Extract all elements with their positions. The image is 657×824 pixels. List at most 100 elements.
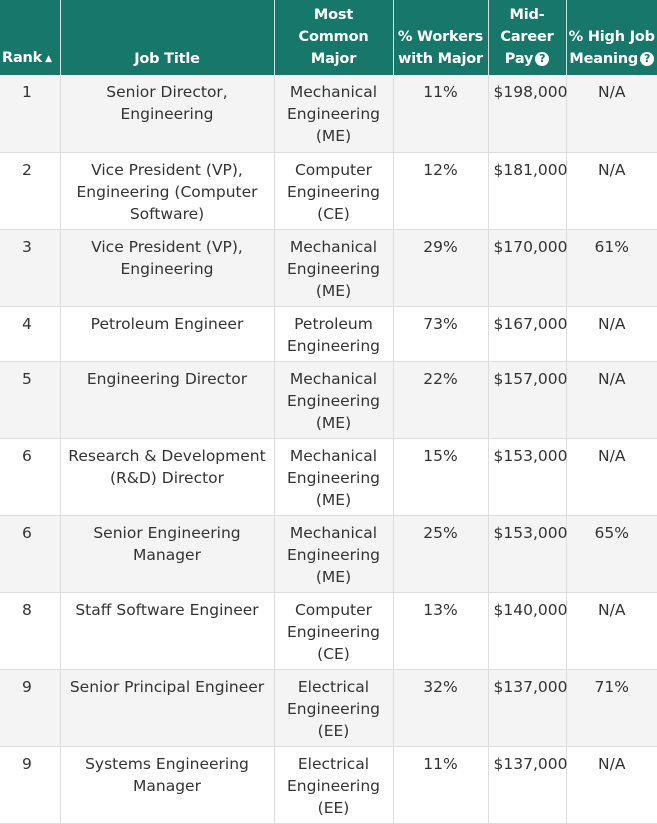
job-title-cell-line: Engineering (Computer <box>76 182 258 201</box>
job-title-cell-line: Research & Development <box>68 446 266 465</box>
job-title-cell-line: Manager <box>133 545 201 564</box>
major-cell-line: Mechanical <box>289 523 378 542</box>
workers-cell: 22% <box>393 361 489 439</box>
rank-cell: 9 <box>0 669 61 747</box>
table-row: 1 Senior Director, Engineering Mechanical En… <box>0 75 657 153</box>
table-row: 9 Systems Engineering Manager Electrical Eng… <box>0 746 657 824</box>
major-cell-line: (ME) <box>315 413 352 432</box>
job-title-cell-line: (R&D) Director <box>109 468 225 487</box>
header-job-title-label: Job Title <box>134 51 200 67</box>
major-cell-line: (ME) <box>315 490 352 509</box>
job-title-cell: Vice President (VP), Engineering <box>60 229 275 307</box>
header-job-title[interactable]: Job Title <box>60 0 275 75</box>
header-major[interactable]: Most Common Major <box>274 0 394 75</box>
rank-cell: 9 <box>0 746 61 824</box>
major-cell-line: (EE) <box>317 721 350 740</box>
major-cell-line: Engineering <box>287 391 380 410</box>
workers-cell: 12% <box>393 152 489 230</box>
meaning-cell: N/A <box>566 75 657 153</box>
job-title-cell: Petroleum Engineer <box>60 306 275 362</box>
help-question-icon[interactable]: ? <box>535 52 550 66</box>
major-cell: Mechanical Engineering (ME) <box>274 75 394 153</box>
job-title-cell-line: Software) <box>129 204 205 223</box>
job-title-cell-line: Staff Software Engineer <box>75 600 259 619</box>
header-row: Rank ▲ Job Title Most Common Major % Worker… <box>0 0 657 75</box>
table-row: 6 Senior Engineering Manager Mechanical Engi… <box>0 515 657 593</box>
job-title-cell-line: Engineering <box>120 259 214 278</box>
header-meaning[interactable]: % High Job Meaning? <box>566 0 657 75</box>
major-cell: Computer Engineering (CE) <box>274 152 394 230</box>
meaning-cell: N/A <box>566 306 657 362</box>
header-major-line: Major <box>310 51 357 67</box>
job-title-cell-line: Vice President (VP), <box>91 160 243 179</box>
workers-cell: 11% <box>393 746 489 824</box>
pay-cell: $181,000 <box>488 152 567 230</box>
job-title-cell-line: Senior Engineering <box>93 523 241 542</box>
header-meaning-line: % High Job <box>568 29 655 45</box>
job-title-cell: Senior Engineering Manager <box>60 515 275 593</box>
major-cell-line: (CE) <box>317 204 350 223</box>
rank-cell: 2 <box>0 152 61 230</box>
pay-cell: $153,000 <box>488 515 567 593</box>
header-major-line: Common <box>298 29 369 45</box>
header-pay-line: Mid- <box>509 7 545 23</box>
pay-cell: $167,000 <box>488 306 567 362</box>
major-cell-line: Engineering <box>287 545 380 564</box>
table-row: 2 Vice President (VP), Engineering (Comput… <box>0 152 657 230</box>
major-cell-line: (CE) <box>317 644 350 663</box>
table-row: 6 Research & Development (R&D) Director Mec… <box>0 438 657 516</box>
job-title-cell: Systems Engineering Manager <box>60 746 275 824</box>
job-title-cell: Research & Development (R&D) Director <box>60 438 275 516</box>
major-cell-line: Computer <box>294 600 373 619</box>
workers-cell: 29% <box>393 229 489 307</box>
table-row: 3 Vice President (VP), Engineering Mechanic… <box>0 229 657 307</box>
header-workers[interactable]: % Workers with Major <box>393 0 489 75</box>
meaning-cell: 61% <box>566 229 657 307</box>
help-question-icon[interactable]: ? <box>640 52 655 66</box>
header-rank[interactable]: Rank ▲ <box>0 0 61 75</box>
rank-cell: 1 <box>0 75 61 153</box>
major-cell-line: Engineering <box>287 776 380 795</box>
major-cell-line: (EE) <box>317 798 350 817</box>
table-row: 8 Staff Software Engineer Computer Engineer… <box>0 592 657 670</box>
major-cell-line: Electrical <box>297 754 370 773</box>
major-cell-line: (ME) <box>315 281 352 300</box>
pay-cell: $157,000 <box>488 361 567 439</box>
job-title-cell: Vice President (VP), Engineering (Compute… <box>60 152 275 230</box>
major-cell: Mechanical Engineering (ME) <box>274 438 394 516</box>
pay-cell: $198,000 <box>488 75 567 153</box>
pay-cell: $140,000 <box>488 592 567 670</box>
major-cell-line: Computer <box>294 160 373 179</box>
table-row: 5 Engineering Director Mechanical Engineeri… <box>0 361 657 439</box>
pay-cell: $137,000 <box>488 669 567 747</box>
major-cell-line: Engineering <box>287 259 380 278</box>
sort-ascending-icon[interactable]: ▲ <box>45 54 52 64</box>
major-cell: Mechanical Engineering (ME) <box>274 229 394 307</box>
pay-cell: $170,000 <box>488 229 567 307</box>
major-cell-line: Engineering <box>287 182 380 201</box>
header-meaning-line: Meaning <box>569 51 639 67</box>
job-title-cell-line: Vice President (VP), <box>91 237 243 256</box>
rank-cell: 8 <box>0 592 61 670</box>
major-cell-line: (ME) <box>315 567 352 586</box>
workers-cell: 32% <box>393 669 489 747</box>
rank-cell: 5 <box>0 361 61 439</box>
meaning-cell: N/A <box>566 361 657 439</box>
rank-cell: 6 <box>0 515 61 593</box>
major-cell-line: Engineering <box>287 105 380 123</box>
major-cell-line: Mechanical <box>289 369 378 388</box>
job-title-cell-line: Senior Director, <box>106 83 228 101</box>
major-cell-line: Mechanical <box>289 446 378 465</box>
header-workers-line: % Workers <box>397 29 484 45</box>
major-cell-line: (ME) <box>315 127 352 145</box>
header-pay[interactable]: Mid- Career Pay? <box>488 0 567 75</box>
workers-cell: 13% <box>393 592 489 670</box>
header-rank-label: Rank <box>2 50 43 66</box>
meaning-cell: N/A <box>566 746 657 824</box>
major-cell-line: Engineering <box>287 622 380 641</box>
job-title-cell-line: Senior Principal Engineer <box>69 677 265 696</box>
major-cell: Electrical Engineering (EE) <box>274 746 394 824</box>
meaning-cell: 71% <box>566 669 657 747</box>
major-cell-line: Mechanical <box>289 237 378 256</box>
